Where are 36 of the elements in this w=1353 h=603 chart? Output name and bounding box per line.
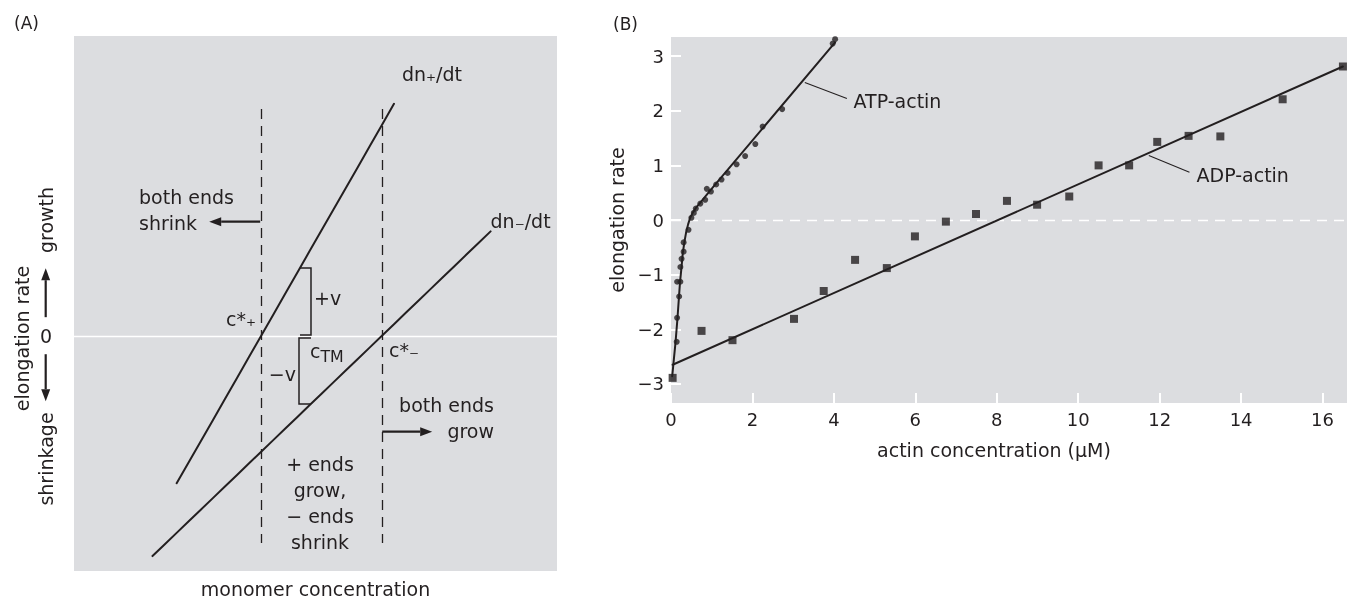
chart-title: (B) bbox=[613, 13, 638, 34]
text: 0 bbox=[39, 323, 53, 348]
x-tick-label: 4 bbox=[828, 408, 840, 430]
text: growth bbox=[34, 186, 58, 254]
x-axis-title: actin concentration (μM) bbox=[877, 438, 1111, 461]
x-tick-label: 10 bbox=[1066, 408, 1090, 430]
annotation: both ends grow bbox=[398, 393, 494, 444]
x-tick-label: 6 bbox=[909, 408, 922, 430]
series-label: dn₋/dt bbox=[490, 209, 551, 234]
annotation: c*₊ bbox=[226, 306, 256, 331]
y-axis-title: elongation rate bbox=[10, 265, 33, 412]
annotation: −v bbox=[268, 362, 296, 386]
x-tick-label: 2 bbox=[746, 408, 759, 430]
y-tick-label: 1 bbox=[652, 154, 664, 176]
chart-title: (A) bbox=[14, 12, 39, 33]
annotation: both ends shrink bbox=[139, 185, 235, 236]
y-tick-label: 3 bbox=[652, 45, 664, 67]
text: shrinkage bbox=[34, 412, 58, 506]
x-tick-label: 14 bbox=[1229, 408, 1253, 430]
x-tick-label: 12 bbox=[1148, 408, 1172, 430]
series-label: dn₊/dt bbox=[401, 61, 463, 86]
y-tick-label: −3 bbox=[637, 373, 664, 395]
y-tick-label: 2 bbox=[652, 100, 664, 122]
y-tick-label: −2 bbox=[637, 318, 664, 340]
annotation: +v bbox=[314, 286, 342, 310]
x-tick-label: 16 bbox=[1311, 408, 1335, 430]
y-tick-label: −1 bbox=[637, 264, 664, 286]
x-tick-label: 8 bbox=[991, 408, 1003, 430]
y-tick-label: 0 bbox=[652, 209, 664, 231]
x-axis-title: monomer concentration bbox=[200, 577, 431, 600]
annotation: c$_{TM}$ bbox=[310, 338, 344, 369]
y-axis-title: elongation rate bbox=[605, 147, 628, 293]
annotation: c*₋ bbox=[389, 337, 419, 362]
annotation: + ends grow, − ends shrink bbox=[285, 452, 355, 555]
text: ATP-actin bbox=[853, 89, 942, 114]
series-label: ADP-actin bbox=[1196, 162, 1289, 187]
